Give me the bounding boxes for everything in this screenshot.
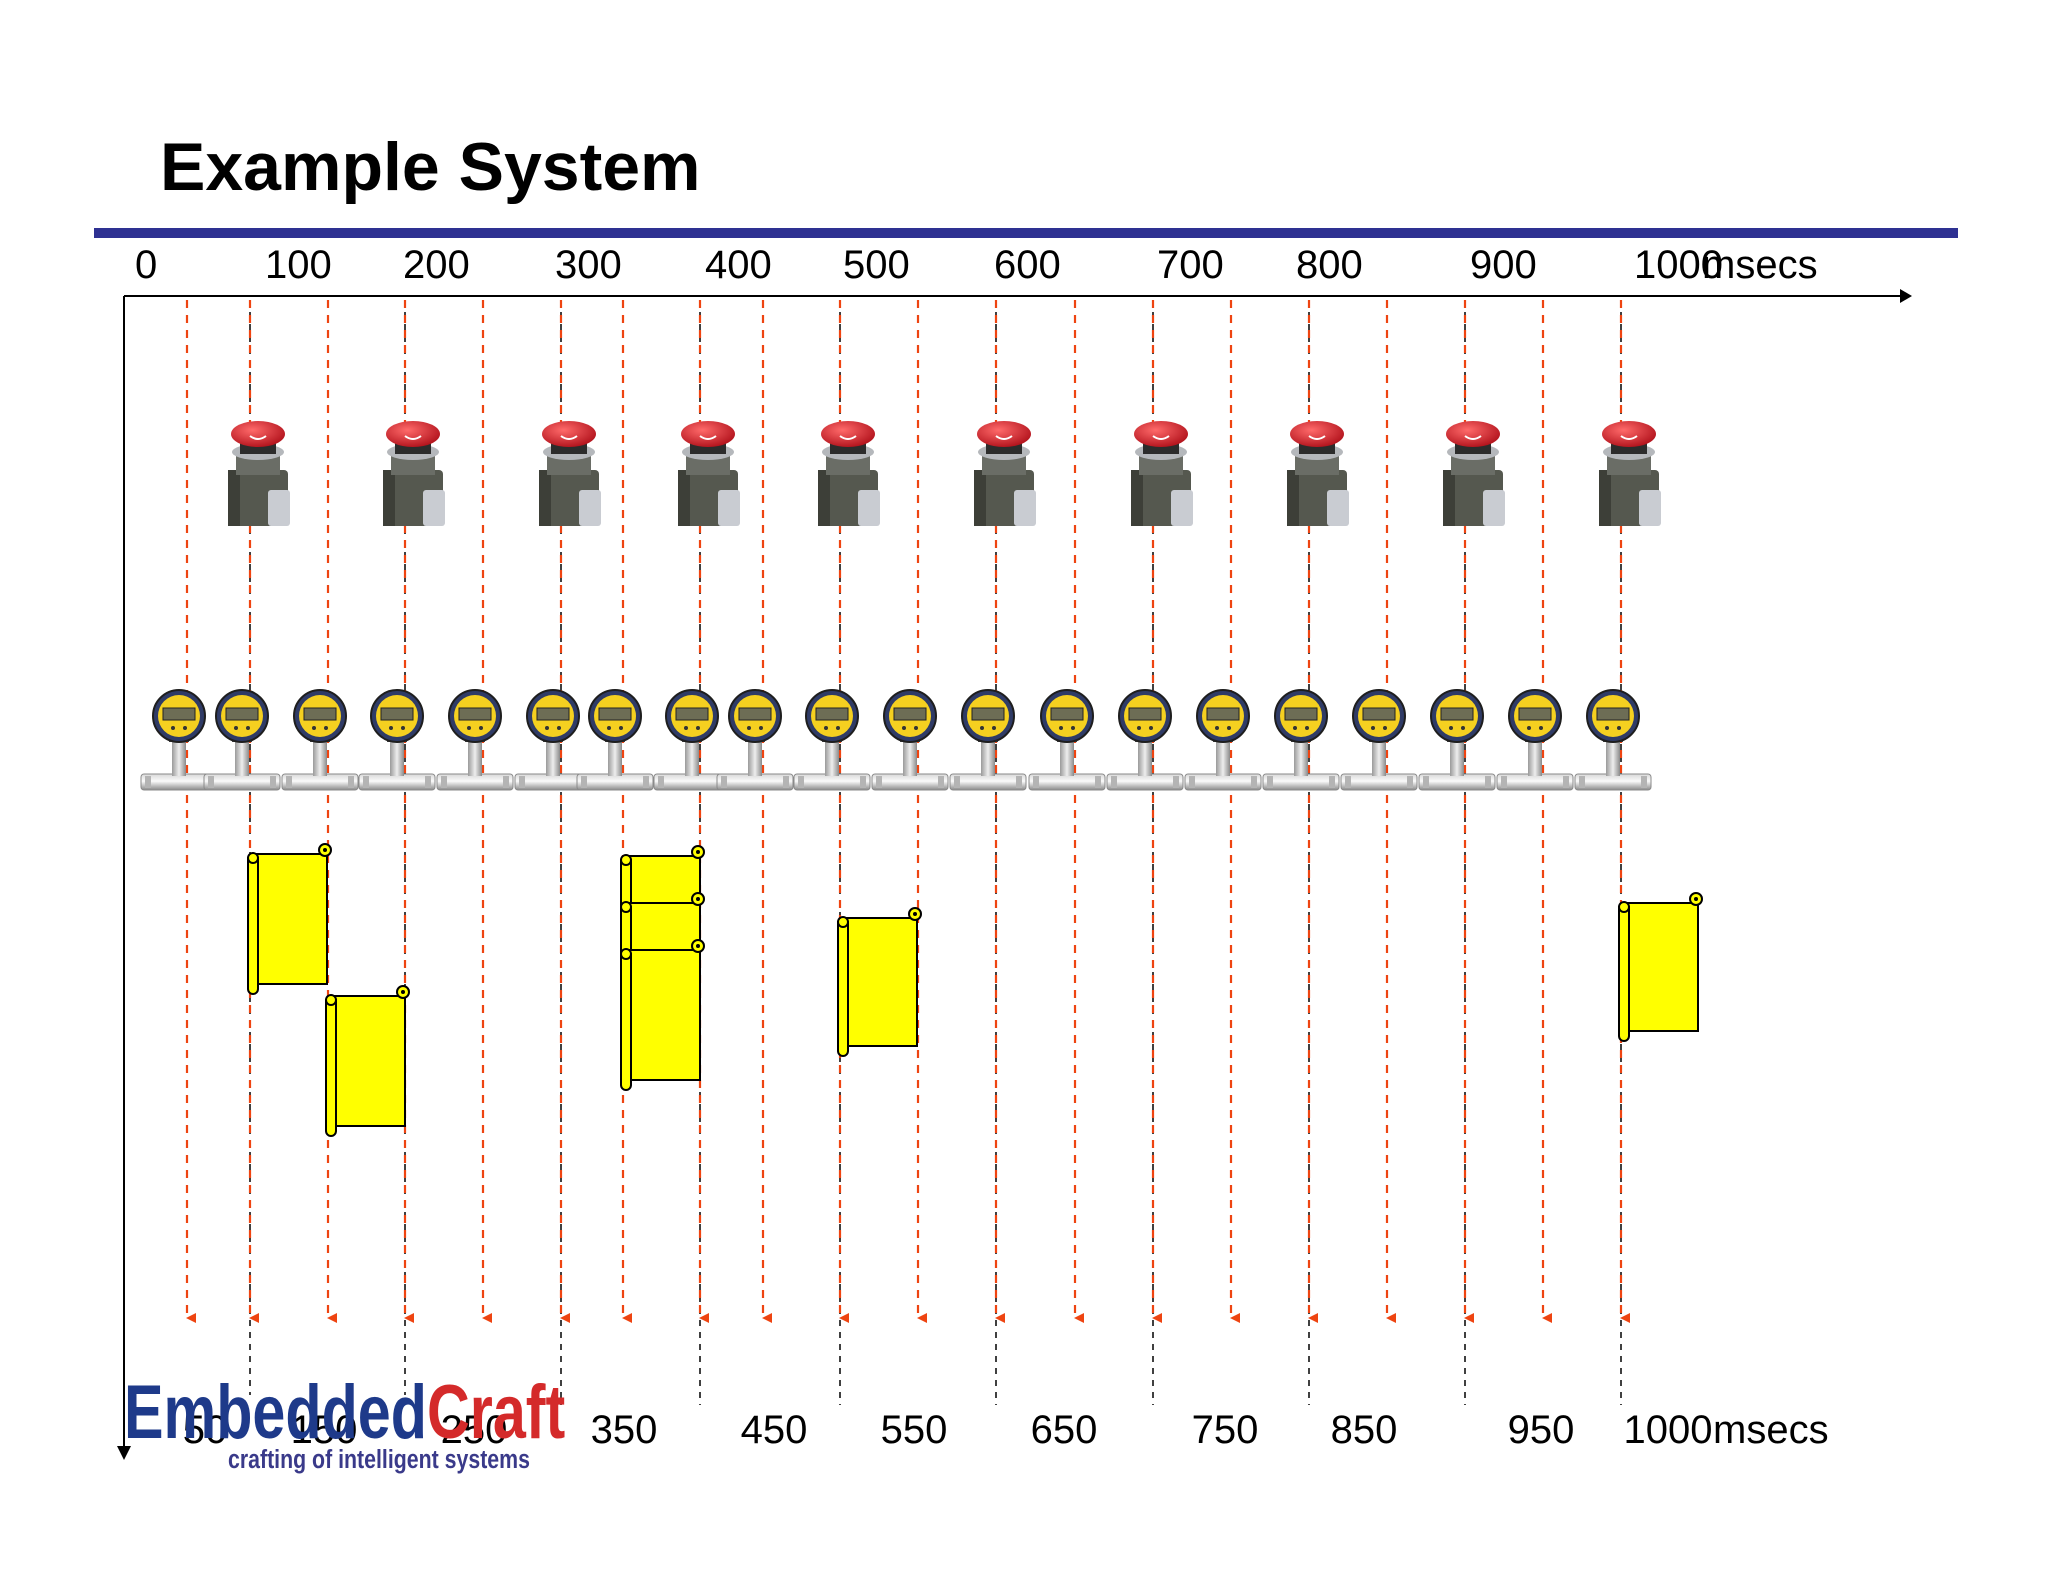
pressure-gauge-icon (281, 689, 359, 791)
bottom-time-labels: 50 150 250 350 450 550 650 750 850 950 1000 msecs (183, 1408, 1829, 1452)
top-time-label: 800 (1296, 243, 1363, 287)
top-time-label: 400 (705, 243, 772, 287)
scroll-icon (1618, 892, 1703, 1042)
scroll-icon (837, 907, 922, 1057)
pressure-gauge-icon (514, 689, 592, 791)
solid-time-markers (249, 300, 1622, 1405)
logo-tagline: crafting of intelligent systems (228, 1445, 530, 1475)
pressure-gauge-icon (1496, 689, 1574, 791)
pressure-gauge-icon (203, 689, 281, 791)
pressure-gauge-icon (871, 689, 949, 791)
title-rule (94, 228, 1958, 238)
top-time-label: 0 (135, 243, 157, 287)
emergency-stop-button-icon (1131, 421, 1193, 526)
pressure-gauge-icon (576, 689, 654, 791)
bottom-time-label: 550 (881, 1408, 948, 1452)
scroll-icon (620, 939, 705, 1091)
pressure-gauge-icon (949, 689, 1027, 791)
pressure-gauge-icon (1574, 689, 1652, 791)
emergency-stop-button-icon (539, 421, 601, 526)
bottom-time-label: 650 (1031, 1408, 1098, 1452)
scroll-group (247, 843, 1703, 1137)
pressure-gauge-icon (436, 689, 514, 791)
pressure-gauge-icon (653, 689, 731, 791)
top-time-label: 300 (555, 243, 622, 287)
bottom-time-label: 1000 (1624, 1408, 1713, 1452)
top-time-label: 1000 (1634, 243, 1723, 287)
pressure-gauge-icon (1106, 689, 1184, 791)
pressure-gauge-icon (793, 689, 871, 791)
emergency-stop-button-icon (1287, 421, 1349, 526)
logo-part-embedded: Embedded (124, 1370, 427, 1455)
top-time-label: 700 (1157, 243, 1224, 287)
pressure-gauge-icon (1184, 689, 1262, 791)
top-time-label: 100 (265, 243, 332, 287)
bottom-time-label: 50 (183, 1408, 228, 1452)
emergency-stop-button-icon (1443, 421, 1505, 526)
logo-wordmark: EmbeddedCraft (124, 1370, 565, 1455)
top-unit-label: msecs (1702, 243, 1818, 287)
bottom-time-label: 150 (291, 1408, 358, 1452)
pressure-gauge-icon (1418, 689, 1496, 791)
top-time-label: 900 (1470, 243, 1537, 287)
bottom-time-label: 450 (741, 1408, 808, 1452)
pressure-gauge-icon (1262, 689, 1340, 791)
pressure-gauge-icon (358, 689, 436, 791)
bottom-time-label: 750 (1192, 1408, 1259, 1452)
emergency-stop-button-icon (818, 421, 880, 526)
emergency-stop-button-icon (228, 421, 290, 526)
bottom-time-label: 250 (441, 1408, 508, 1452)
pressure-gauge-icon (1340, 689, 1418, 791)
top-time-label: 200 (403, 243, 470, 287)
gauge-row (140, 689, 1652, 791)
scroll-icon (325, 985, 410, 1137)
logo-part-craft: Craft (427, 1370, 565, 1455)
scroll-icon (620, 892, 705, 964)
top-time-label: 600 (994, 243, 1061, 287)
emergency-stop-button-icon (1599, 421, 1661, 526)
bottom-unit-label: msecs (1713, 1408, 1829, 1452)
top-time-label: 500 (843, 243, 910, 287)
emergency-stop-button-icon (974, 421, 1036, 526)
bottom-time-label: 850 (1331, 1408, 1398, 1452)
embeddedcraft-logo: EmbeddedCraft crafting of intelligent sy… (124, 1370, 565, 1475)
button-row (228, 421, 1661, 526)
bottom-time-label: 950 (1508, 1408, 1575, 1452)
scroll-icon (620, 845, 705, 917)
emergency-stop-button-icon (678, 421, 740, 526)
pressure-gauge-icon (716, 689, 794, 791)
time-axis (117, 289, 1912, 1460)
bottom-time-label: 350 (591, 1408, 658, 1452)
pressure-gauge-icon (1028, 689, 1106, 791)
slide-title: Example System (160, 129, 701, 205)
scroll-icon (247, 843, 332, 995)
emergency-stop-button-icon (383, 421, 445, 526)
